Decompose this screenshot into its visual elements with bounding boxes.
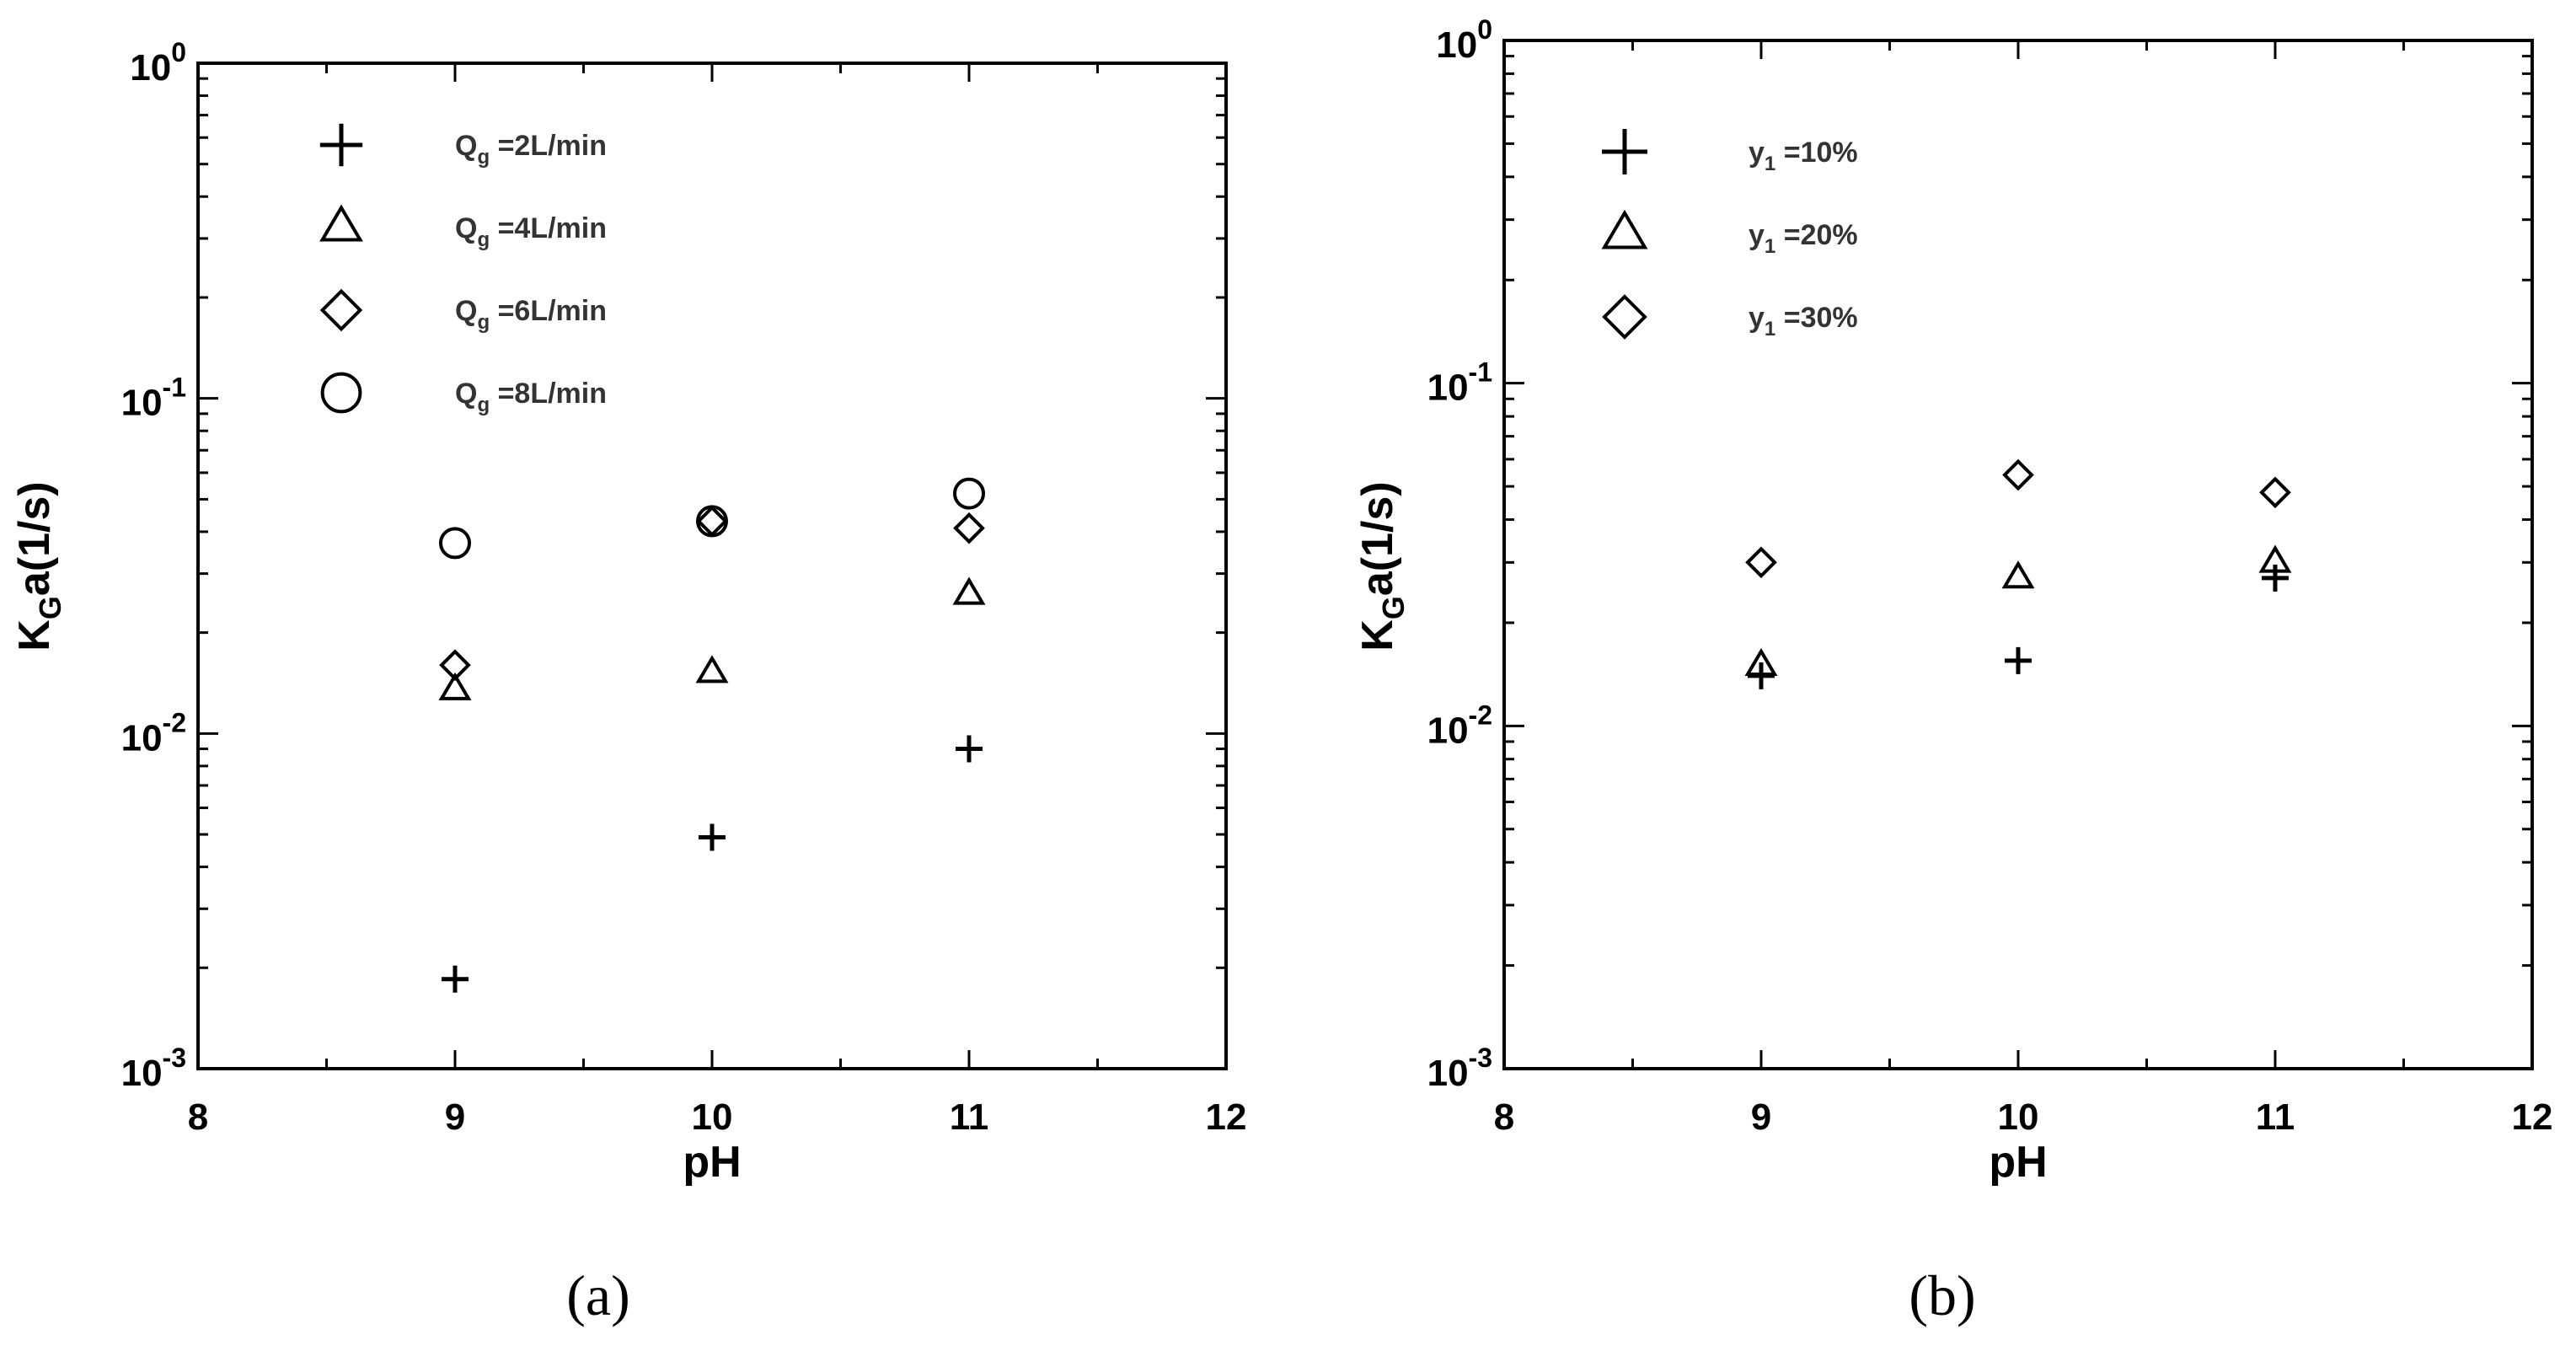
x-tick-label: 8 (1494, 1096, 1514, 1138)
panel-b: 8 9 10 11 12 100 10-1 10-2 10-3 pH KGa(1/s) y1 =10%… (1353, 14, 2552, 1327)
panel-a: 8 9 10 11 12 100 10-1 10-2 10-3 pH KGa(1/s) Qg =2L/… (10, 37, 1246, 1327)
data-point-plus (2262, 564, 2289, 592)
legend: y1 =10% y1 =20% y1 =30% (1601, 129, 1858, 340)
data-point-triangle (1744, 647, 1778, 677)
x-tick-label: 12 (2512, 1096, 2553, 1138)
plot-frame (1502, 39, 2534, 1070)
y-tick-label: 100 (130, 37, 186, 88)
data-point-circle (953, 477, 985, 510)
x-tick-label: 12 (1206, 1096, 1247, 1138)
legend-label: y1 =10% (1749, 137, 1858, 175)
data-point-circle (439, 527, 471, 560)
x-axis-title: pH (683, 1138, 741, 1187)
legend-plus-icon (319, 123, 363, 167)
plot-frame (196, 62, 1228, 1070)
legend-item: Qg =4L/min (319, 204, 607, 251)
legend-diamond-icon (319, 288, 363, 332)
series-circle (439, 477, 985, 560)
data-point-diamond (439, 649, 471, 681)
x-tick-label: 11 (2256, 1096, 2295, 1138)
legend-label: y1 =30% (1749, 302, 1858, 340)
data-point-plus (2005, 646, 2032, 674)
legend-circle-icon (320, 372, 362, 414)
y-tick-label: 10-1 (121, 373, 186, 424)
legend-item: y1 =10% (1602, 129, 1858, 175)
data-point-diamond (2259, 476, 2291, 509)
legend: Qg =2L/min Qg =4L/min Qg =6L/min Qg =8L/min (319, 123, 607, 416)
x-tick-label: 9 (445, 1096, 465, 1138)
series-triangle (438, 576, 986, 700)
legend-item: y1 =30% (1602, 294, 1858, 340)
x-tick-label: 8 (188, 1096, 208, 1138)
y-tick-label: 10-2 (1427, 700, 1492, 751)
legend-diamond-icon (1602, 294, 1647, 340)
data-point-plus (442, 965, 469, 993)
data-point-diamond (953, 512, 985, 544)
panel-caption: (b) (1909, 1263, 1975, 1327)
x-tick-label: 10 (692, 1096, 733, 1138)
panel-caption: (a) (566, 1263, 629, 1327)
y-tick-label: 10-3 (1427, 1043, 1492, 1094)
legend-triangle-icon (1601, 209, 1648, 249)
x-tick-label: 10 (1998, 1096, 2039, 1138)
legend-triangle-icon (319, 204, 363, 242)
legend-item: Qg =8L/min (320, 372, 607, 416)
legend-label: Qg =4L/min (455, 212, 607, 251)
y-tick-label: 10-2 (121, 707, 186, 759)
series-diamond (1745, 458, 2291, 579)
series-triangle (1744, 544, 2292, 677)
x-tick-label: 9 (1751, 1096, 1771, 1138)
legend-item: y1 =20% (1601, 209, 1858, 258)
series-plus (1748, 564, 2289, 689)
legend-plus-icon (1602, 129, 1647, 174)
y-axis-title: KGa(1/s) (1353, 481, 1411, 651)
y-tick-label: 10-1 (1427, 357, 1492, 409)
data-point-circle (696, 505, 728, 538)
y-tick-label: 10-3 (121, 1043, 186, 1094)
data-point-triangle (2258, 544, 2292, 573)
data-point-triangle (438, 672, 472, 700)
legend-label: Qg =8L/min (455, 378, 607, 416)
data-point-plus (699, 823, 726, 851)
y-axis-title: KGa(1/s) (10, 481, 67, 651)
series-diamond (439, 505, 985, 681)
data-point-diamond (2002, 458, 2034, 491)
legend-item: Qg =2L/min (319, 123, 607, 169)
data-point-triangle (952, 576, 986, 605)
data-point-plus (956, 735, 983, 763)
x-tick-label: 11 (950, 1096, 989, 1138)
series-plus (442, 735, 983, 993)
data-point-triangle (695, 655, 729, 684)
y-tick-label: 100 (1436, 14, 1492, 66)
legend-item: Qg =6L/min (319, 288, 607, 334)
legend-label: Qg =6L/min (455, 295, 607, 334)
data-point-diamond (1745, 546, 1777, 579)
legend-label: Qg =2L/min (455, 130, 607, 169)
data-point-triangle (2001, 560, 2035, 589)
legend-label: y1 =20% (1749, 219, 1858, 258)
x-axis-title: pH (1989, 1138, 2047, 1187)
